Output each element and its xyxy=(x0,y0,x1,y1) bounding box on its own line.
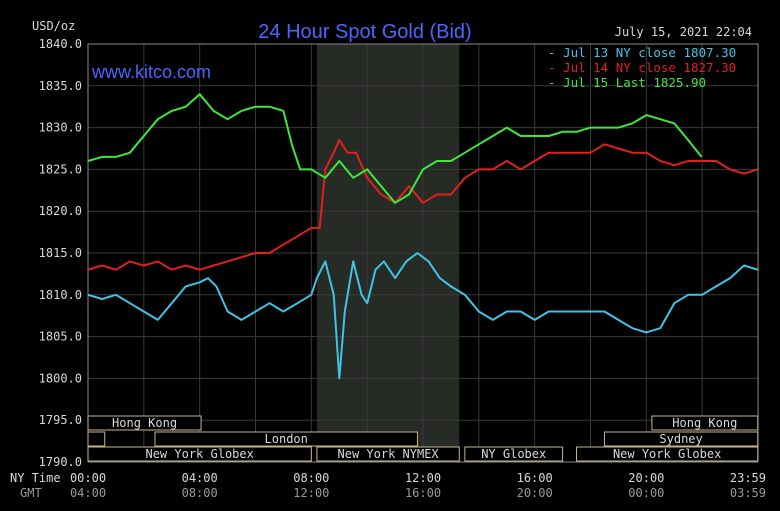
x-tick-label-ny: 23:59 xyxy=(730,471,766,485)
y-tick-label: 1790.0 xyxy=(39,455,82,469)
series-line-3 xyxy=(87,93,703,204)
ny-time-label: NY Time xyxy=(10,471,61,485)
session-label: NY Globex xyxy=(481,447,546,461)
session-box xyxy=(87,431,106,447)
session-label: New York NYMEX xyxy=(338,447,440,461)
brand-url[interactable]: www.kitco.com xyxy=(91,62,211,82)
unit-label: USD/oz xyxy=(32,19,75,33)
x-tick-label-ny: 00:00 xyxy=(70,471,106,485)
x-tick-label-gmt: 12:00 xyxy=(293,486,329,500)
x-tick-label-ny: 08:00 xyxy=(293,471,329,485)
session-label: Hong Kong xyxy=(112,416,177,430)
x-tick-label-gmt: 04:00 xyxy=(70,486,106,500)
x-tick-label-gmt: 00:00 xyxy=(628,486,664,500)
plot-frame xyxy=(87,43,759,463)
y-tick-label: 1820.0 xyxy=(39,204,82,218)
y-tick-label: 1800.0 xyxy=(39,371,82,385)
session-label: London xyxy=(265,432,308,446)
x-axis-ticks: 00:0004:0004:0008:0008:0012:0012:0016:00… xyxy=(70,471,766,500)
chart-title: 24 Hour Spot Gold (Bid) xyxy=(258,21,471,43)
session-box xyxy=(87,415,202,431)
legend-entry: - Jul 14 NY close 1827.30 xyxy=(548,60,736,75)
gmt-label: GMT xyxy=(20,486,42,500)
x-tick-label-gmt: 16:00 xyxy=(405,486,441,500)
x-tick-label-gmt: 03:59 xyxy=(730,486,766,500)
x-tick-label-gmt: 20:00 xyxy=(517,486,553,500)
session-box xyxy=(464,446,564,462)
session-label: New York Globex xyxy=(613,447,721,461)
x-tick-label-ny: 20:00 xyxy=(628,471,664,485)
y-tick-label: 1835.0 xyxy=(39,79,82,93)
y-tick-label: 1795.0 xyxy=(39,413,82,427)
series-line-2 xyxy=(87,139,758,271)
trading-sessions: Hong Kong London New York Globex New York N… xyxy=(87,415,759,462)
x-tick-label-ny: 04:00 xyxy=(182,471,218,485)
date-time: July 15, 2021 22:04 xyxy=(615,25,752,39)
y-tick-label: 1805.0 xyxy=(39,330,82,344)
y-tick-label: 1815.0 xyxy=(39,246,82,260)
y-axis-ticks: 1840.0 1835.0 1830.0 1825.0 1820.0 1815.0 1810… xyxy=(39,37,82,469)
session-box xyxy=(576,446,759,462)
session-label: Sydney xyxy=(659,432,702,446)
y-tick-label: 1825.0 xyxy=(39,162,82,176)
legend: - Jul 13 NY close 1807.30- Jul 14 NY clo… xyxy=(548,45,736,90)
legend-entry: - Jul 15 Last 1825.90 xyxy=(548,75,706,90)
session-box xyxy=(651,415,759,431)
series-line-1 xyxy=(87,252,758,380)
x-tick-label-ny: 16:00 xyxy=(517,471,553,485)
y-tick-label: 1840.0 xyxy=(39,37,82,51)
session-label: Hong Kong xyxy=(672,416,737,430)
series-lines xyxy=(87,93,758,380)
session-label: New York Globex xyxy=(145,447,253,461)
x-tick-label-ny: 12:00 xyxy=(405,471,441,485)
session-box xyxy=(316,446,460,462)
x-tick-label-gmt: 08:00 xyxy=(182,486,218,500)
session-box xyxy=(154,431,418,447)
y-tick-label: 1810.0 xyxy=(39,288,82,302)
session-box xyxy=(603,431,759,447)
session-box xyxy=(87,446,312,462)
legend-entry: - Jul 13 NY close 1807.30 xyxy=(548,45,736,60)
y-tick-label: 1830.0 xyxy=(39,121,82,135)
